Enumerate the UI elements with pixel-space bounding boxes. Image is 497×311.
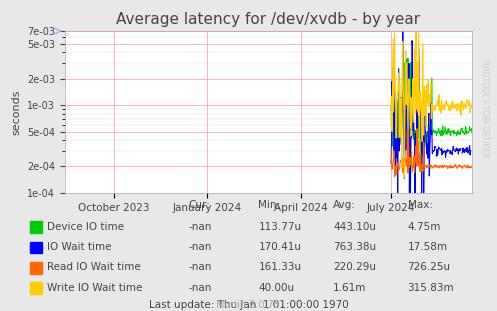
Text: IO Wait time: IO Wait time <box>47 242 112 252</box>
Text: 1.61m: 1.61m <box>333 283 366 293</box>
Text: Write IO Wait time: Write IO Wait time <box>47 283 143 293</box>
Title: Average latency for /dev/xvdb - by year: Average latency for /dev/xvdb - by year <box>116 12 420 27</box>
Text: 315.83m: 315.83m <box>408 283 454 293</box>
Text: 17.58m: 17.58m <box>408 242 447 252</box>
Text: 161.33u: 161.33u <box>258 262 302 272</box>
Text: 4.75m: 4.75m <box>408 222 441 232</box>
Text: -nan: -nan <box>189 242 212 252</box>
Text: Min:: Min: <box>258 200 281 210</box>
Text: Device IO time: Device IO time <box>47 222 124 232</box>
Text: 726.25u: 726.25u <box>408 262 451 272</box>
Text: RRDTOOL / TOBI OETIKER: RRDTOOL / TOBI OETIKER <box>481 60 490 158</box>
Text: 220.29u: 220.29u <box>333 262 376 272</box>
Text: Avg:: Avg: <box>333 200 356 210</box>
Text: -nan: -nan <box>189 262 212 272</box>
Y-axis label: seconds: seconds <box>11 89 21 135</box>
Text: 443.10u: 443.10u <box>333 222 376 232</box>
Text: 40.00u: 40.00u <box>258 283 295 293</box>
Text: Max:: Max: <box>408 200 432 210</box>
Text: -nan: -nan <box>189 283 212 293</box>
Text: Munin 2.0.75: Munin 2.0.75 <box>217 300 280 310</box>
Text: 113.77u: 113.77u <box>258 222 302 232</box>
Text: 170.41u: 170.41u <box>258 242 302 252</box>
Text: Read IO Wait time: Read IO Wait time <box>47 262 141 272</box>
Text: Cur:: Cur: <box>189 200 211 210</box>
Text: Last update: Thu Jan  1 01:00:00 1970: Last update: Thu Jan 1 01:00:00 1970 <box>149 300 348 310</box>
Text: 763.38u: 763.38u <box>333 242 376 252</box>
Text: -nan: -nan <box>189 222 212 232</box>
